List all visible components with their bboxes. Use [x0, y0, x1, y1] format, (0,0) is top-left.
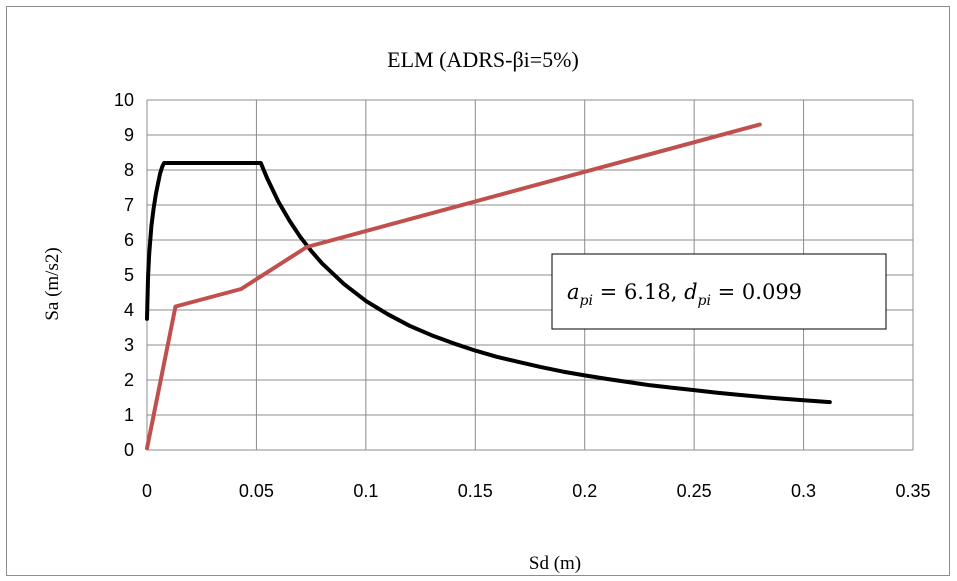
x-tick-label: 0.05: [239, 481, 274, 501]
annotation-border: [551, 253, 887, 330]
x-tick-label: 0.35: [895, 481, 930, 501]
annotation-d-symbol: d: [684, 280, 697, 304]
y-axis-label: Sa (m/s2): [42, 247, 63, 320]
demand-spectrum-line: [145, 161, 832, 405]
annotation-box: api = 6.18, dpi = 0.099: [551, 253, 887, 330]
capacity-curve-line: [145, 122, 762, 451]
x-tick-label: 0.3: [791, 481, 816, 501]
annotation-d-value: 0.099: [742, 280, 802, 304]
annotation-text: api = 6.18, dpi = 0.099: [567, 280, 802, 309]
y-tick-label: 0: [124, 440, 134, 460]
y-tick-label: 9: [124, 125, 134, 145]
annotation-d-subscript: pi: [698, 293, 711, 309]
y-tick-label: 5: [124, 265, 134, 285]
tick-labels: 0 1 2 3 4 5 6 7 8 9 10 0 0.05 0.1 0.15 0.2 0.25 0.3 0.35: [114, 90, 931, 501]
chart-svg: ELM (ADRS-βi=5%) 0 1 2 3 4 5 6 7 8 9 10 0 0.05 0.1 0.1…: [42, 47, 931, 574]
x-tick-label: 0.15: [458, 481, 493, 501]
annotation-a-symbol: a: [567, 280, 580, 304]
y-tick-label: 1: [124, 405, 134, 425]
annotation-a-subscript: pi: [580, 293, 593, 309]
chart-frame: ELM (ADRS-βi=5%) 0 1 2 3 4 5 6 7 8 9 10 0 0.05 0.1 0.1…: [6, 6, 950, 576]
y-tick-label: 6: [124, 230, 134, 250]
y-tick-label: 10: [114, 90, 134, 110]
y-tick-label: 4: [124, 300, 134, 320]
x-tick-label: 0.2: [572, 481, 597, 501]
x-tick-label: 0: [142, 481, 152, 501]
y-tick-label: 7: [124, 195, 134, 215]
chart-title: ELM (ADRS-βi=5%): [387, 47, 579, 72]
y-tick-label: 2: [124, 370, 134, 390]
annotation-a-value: 6.18: [624, 280, 671, 304]
x-tick-label: 0.25: [677, 481, 712, 501]
x-axis-label: Sd (m): [529, 553, 581, 574]
y-tick-label: 3: [124, 335, 134, 355]
x-tick-label: 0.1: [353, 481, 378, 501]
y-tick-label: 8: [124, 160, 134, 180]
series-lines: [145, 122, 832, 451]
